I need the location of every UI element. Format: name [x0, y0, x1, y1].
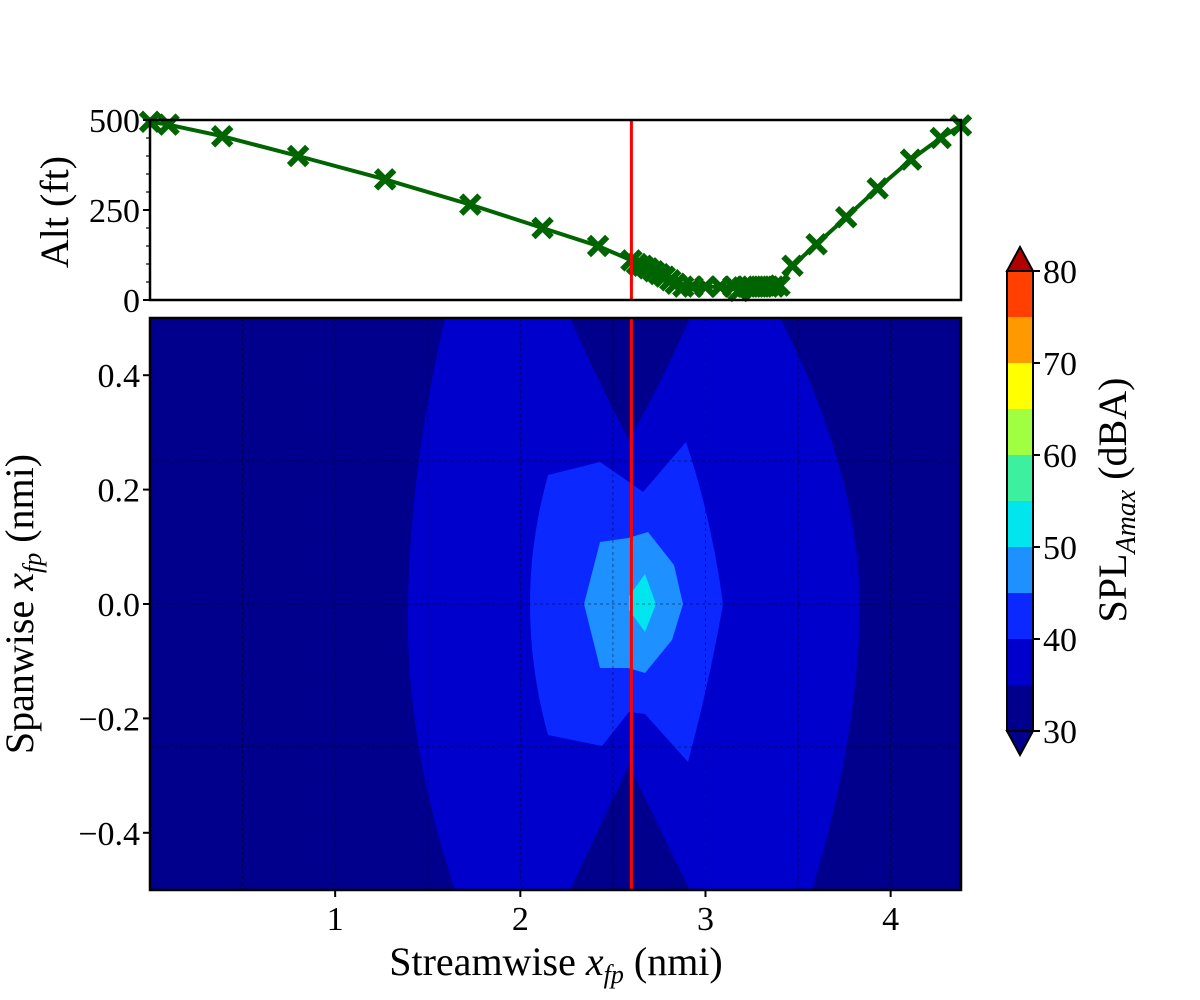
- contour-regions: [150, 318, 961, 890]
- contour-x-axis-label: Streamwise xfp (nmi): [389, 939, 723, 989]
- altitude-plot-area: [150, 120, 961, 300]
- colorbar-label: SPLAmax (dBA): [1090, 378, 1142, 623]
- altitude-y-tick-label: 250: [89, 193, 140, 230]
- altitude-marker: [586, 234, 610, 258]
- altitude-y-tick-label: 0: [123, 283, 140, 320]
- altitude-y-axis-label: Alt (ft): [32, 156, 77, 268]
- altitude-marker: [459, 193, 482, 216]
- colorbar-extend-min: [1005, 730, 1035, 758]
- colorbar-segment: [1007, 455, 1033, 501]
- altitude-y-tick-label: 500: [89, 103, 140, 140]
- altitude-marker: [866, 177, 889, 200]
- contour-region-50-55: [629, 574, 656, 632]
- colorbar-tick-label: 50: [1043, 530, 1077, 567]
- contour-panel: 1 2 3 4 0.4 0.2 0.0 −0.2 −0.4 Streamwise xfp (n…: [0, 316, 963, 989]
- contour-grid: [150, 318, 961, 890]
- colorbar-tick-label: 30: [1043, 714, 1077, 751]
- colorbar-segment: [1007, 639, 1033, 685]
- altitude-marker: [694, 275, 717, 298]
- contour-y-tick-label: −0.4: [78, 816, 140, 853]
- altitude-marker: [768, 274, 791, 297]
- colorbar-segments: [1007, 271, 1033, 731]
- colorbar-segment: [1007, 317, 1033, 363]
- colorbar-tick-label: 70: [1043, 346, 1077, 383]
- contour-x-tick-label: 1: [327, 901, 344, 938]
- contour-x-tick-label: 2: [512, 901, 529, 938]
- altitude-marker: [899, 148, 923, 171]
- altitude-marker: [373, 168, 397, 191]
- colorbar-segment: [1007, 593, 1033, 639]
- contour-y-tick-label: 0.4: [98, 358, 141, 395]
- altitude-marker: [929, 126, 952, 150]
- contour-y-tick-label: 0.2: [98, 473, 141, 510]
- contour-y-tick-label: 0.0: [98, 587, 141, 624]
- colorbar-frame: [1006, 270, 1034, 732]
- colorbar: 80 70 60 50 40 30 SPLAmax (dBA): [1005, 244, 1142, 758]
- altitude-marker: [834, 205, 858, 229]
- colorbar-extend-max: [1005, 244, 1035, 272]
- altitude-y-ticks: 0 250 500: [89, 103, 150, 320]
- contour-y-axis-label: Spanwise xfp (nmi): [0, 454, 47, 754]
- altitude-marker: [210, 124, 234, 148]
- contour-y-ticks: 0.4 0.2 0.0 −0.2 −0.4: [78, 358, 150, 853]
- colorbar-segment: [1007, 501, 1033, 547]
- altitude-marker: [805, 232, 828, 256]
- contour-x-tick-label: 3: [697, 901, 714, 938]
- contour-y-tick-label: −0.2: [78, 701, 140, 738]
- altitude-markers: [138, 110, 973, 303]
- colorbar-tick-label: 40: [1043, 622, 1077, 659]
- colorbar-segment: [1007, 271, 1033, 317]
- colorbar-ticks: 80 70 60 50 40 30: [1033, 254, 1077, 751]
- altitude-marker: [286, 144, 310, 168]
- colorbar-segment: [1007, 685, 1033, 731]
- altitude-panel: 0 250 500 Alt (ft): [32, 103, 973, 320]
- altitude-marker: [781, 254, 804, 278]
- colorbar-segment: [1007, 363, 1033, 409]
- contour-x-ticks: 1 2 3 4: [327, 890, 899, 938]
- contour-x-tick-label: 4: [882, 901, 899, 938]
- colorbar-segment: [1007, 547, 1033, 593]
- colorbar-segment: [1007, 409, 1033, 455]
- altitude-marker: [531, 216, 554, 240]
- colorbar-tick-label: 80: [1043, 254, 1077, 291]
- colorbar-tick-label: 60: [1043, 438, 1077, 475]
